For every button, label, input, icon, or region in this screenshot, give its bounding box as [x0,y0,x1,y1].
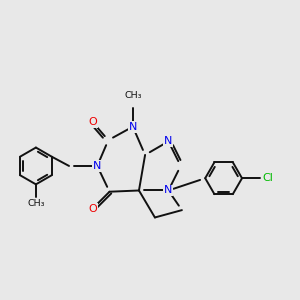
Text: CH₃: CH₃ [27,199,45,208]
Text: N: N [129,122,137,132]
Text: O: O [88,204,97,214]
Text: N: N [164,185,172,196]
Text: O: O [88,117,97,127]
Text: N: N [164,136,172,146]
Text: N: N [93,161,101,171]
Text: CH₃: CH₃ [124,91,142,100]
Text: Cl: Cl [262,173,273,183]
